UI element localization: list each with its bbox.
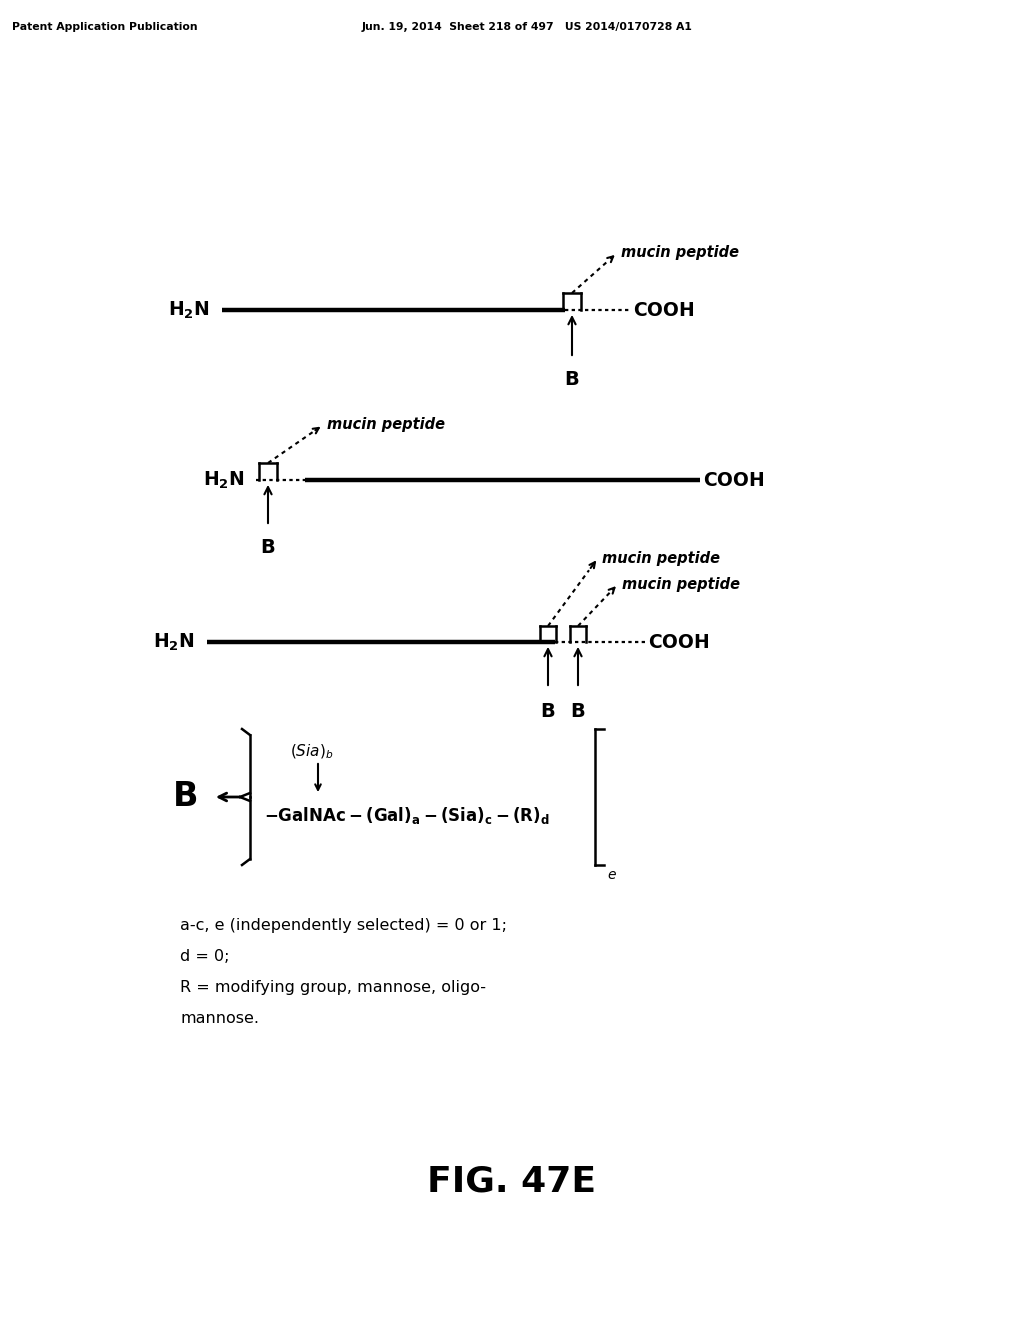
Text: d = 0;: d = 0; xyxy=(180,949,229,964)
Text: B: B xyxy=(261,539,275,557)
Text: B: B xyxy=(541,702,555,721)
Text: Patent Application Publication: Patent Application Publication xyxy=(12,22,198,32)
Text: $\mathbf{H_2N}$: $\mathbf{H_2N}$ xyxy=(168,300,210,321)
Text: FIG. 47E: FIG. 47E xyxy=(427,1166,597,1199)
Text: mannose.: mannose. xyxy=(180,1011,259,1026)
Text: $\mathbf{B}$: $\mathbf{B}$ xyxy=(172,780,198,813)
Text: e: e xyxy=(607,869,615,882)
Text: B: B xyxy=(570,702,586,721)
Text: B: B xyxy=(564,370,580,389)
Text: $\mathbf{COOH}$: $\mathbf{COOH}$ xyxy=(633,301,694,319)
Text: $\mathbf{H_2N}$: $\mathbf{H_2N}$ xyxy=(154,631,195,652)
Text: R = modifying group, mannose, oligo-: R = modifying group, mannose, oligo- xyxy=(180,979,486,995)
Text: $\mathbf{H_2N}$: $\mathbf{H_2N}$ xyxy=(204,470,245,491)
Text: $(Sia)_b$: $(Sia)_b$ xyxy=(290,743,334,762)
Text: mucin peptide: mucin peptide xyxy=(327,417,445,433)
Text: mucin peptide: mucin peptide xyxy=(621,246,739,260)
Text: mucin peptide: mucin peptide xyxy=(622,577,740,591)
Text: a-c, e (independently selected) = 0 or 1;: a-c, e (independently selected) = 0 or 1… xyxy=(180,917,507,933)
Text: mucin peptide: mucin peptide xyxy=(602,550,720,565)
Text: $\mathbf{-GalNAc-(Gal)_a-(Sia)_c - (R)_d}$: $\mathbf{-GalNAc-(Gal)_a-(Sia)_c - (R)_d… xyxy=(264,804,550,825)
Text: $\mathbf{COOH}$: $\mathbf{COOH}$ xyxy=(703,470,765,490)
Text: $\mathbf{COOH}$: $\mathbf{COOH}$ xyxy=(648,632,710,652)
Text: Jun. 19, 2014  Sheet 218 of 497   US 2014/0170728 A1: Jun. 19, 2014 Sheet 218 of 497 US 2014/0… xyxy=(362,22,693,32)
